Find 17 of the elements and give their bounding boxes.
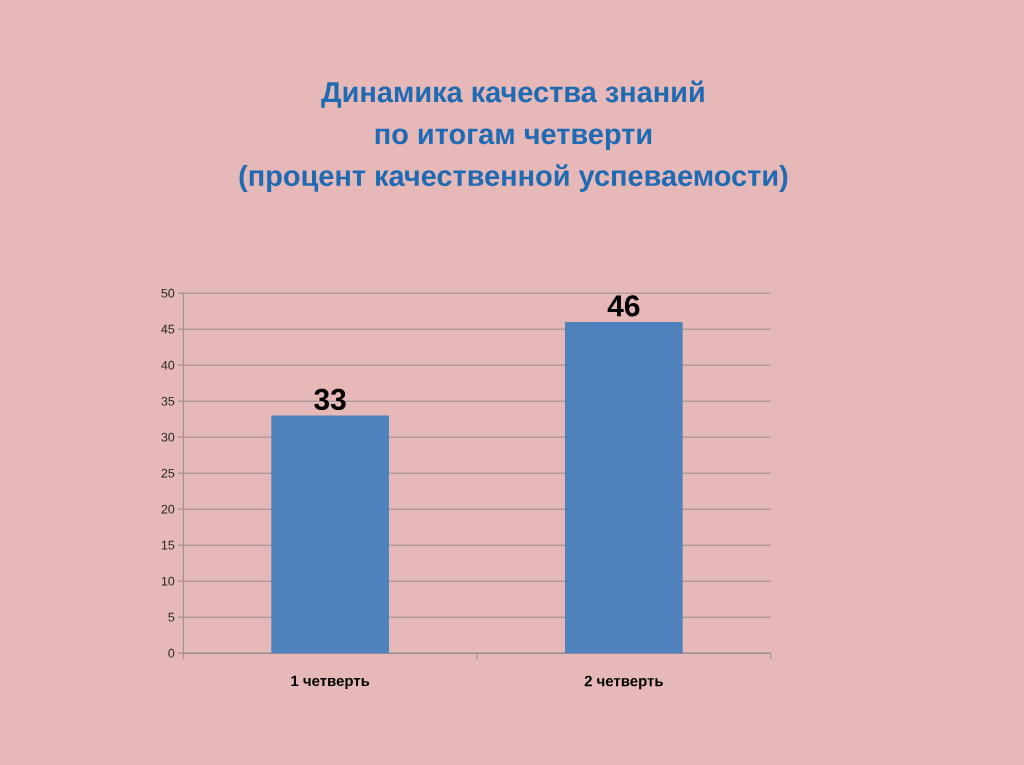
x-tick-label: 2 четверть — [584, 675, 663, 690]
y-tick-label: 35 — [161, 396, 175, 406]
data-label: 46 — [607, 295, 640, 317]
data-label: 33 — [314, 388, 346, 411]
y-tick-label: 25 — [161, 468, 175, 478]
y-tick-label: 50 — [161, 288, 175, 298]
y-tick-label: 0 — [168, 648, 175, 658]
y-tick-label: 10 — [161, 576, 175, 586]
y-tick-label: 40 — [161, 360, 175, 370]
y-tick-label: 30 — [161, 432, 175, 442]
y-tick-label: 45 — [161, 324, 175, 334]
x-tick-label: 1 четверть — [291, 675, 370, 690]
chart-subtitle: (процент качественной успеваемости) — [239, 164, 788, 192]
chart-title: Динамика качества знаний по итогам четверти — [321, 80, 704, 151]
y-tick-label: 5 — [168, 612, 175, 622]
y-tick-label: 20 — [161, 504, 175, 514]
y-tick-label: 15 — [161, 540, 175, 550]
